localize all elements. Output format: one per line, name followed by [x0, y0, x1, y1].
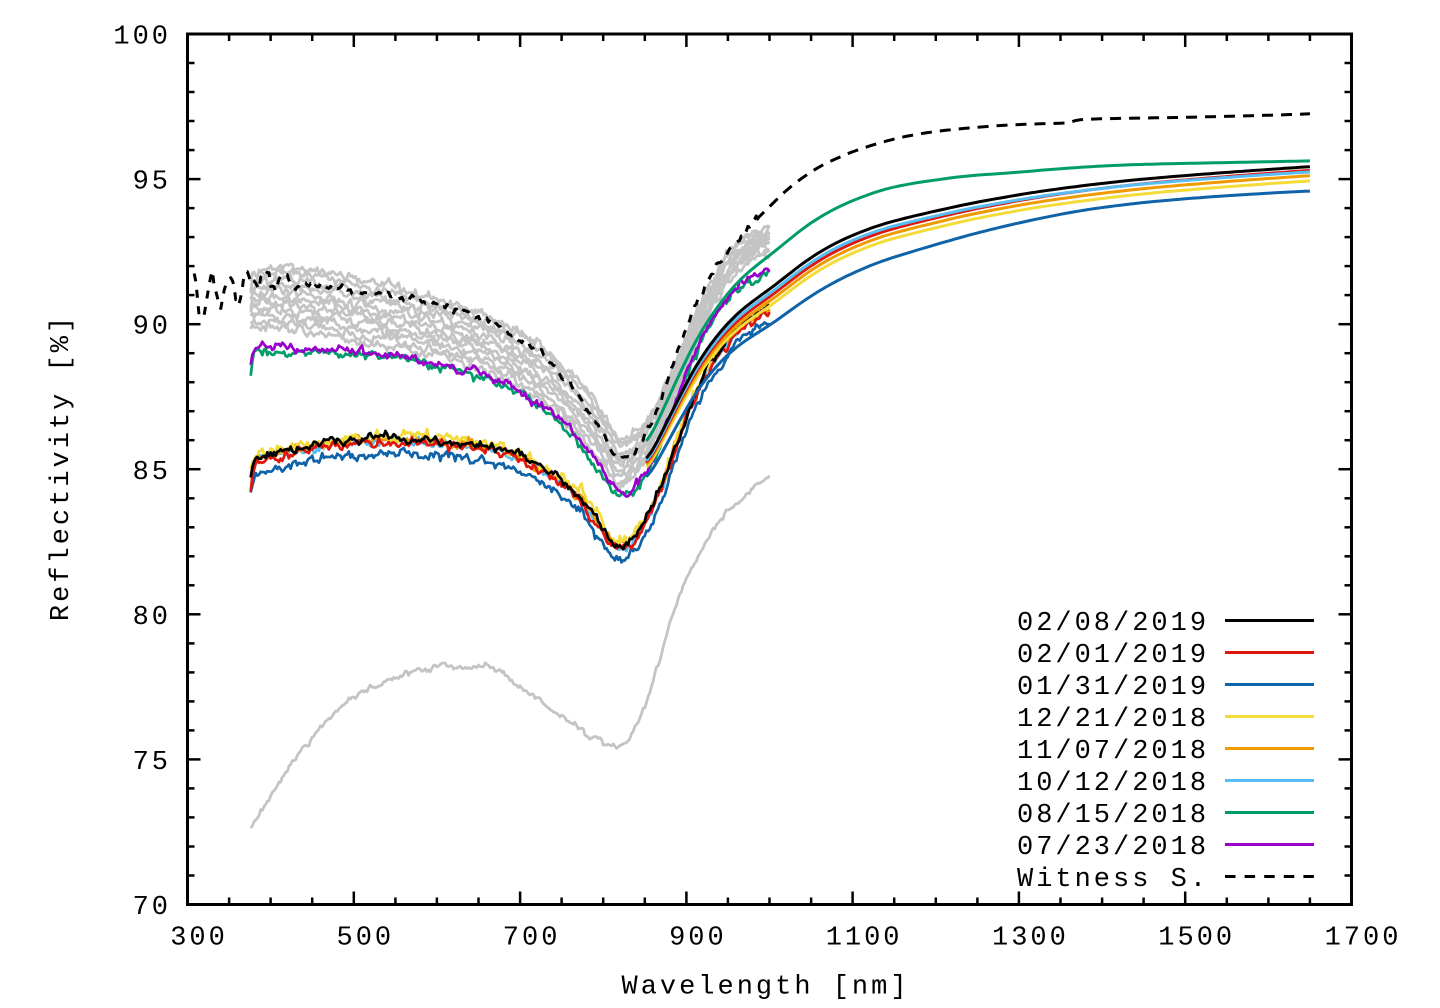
svg-text:70: 70: [133, 893, 171, 923]
svg-text:01/31/2019: 01/31/2019: [1017, 673, 1209, 703]
svg-text:12/21/2018: 12/21/2018: [1017, 705, 1209, 735]
svg-text:07/23/2018: 07/23/2018: [1017, 833, 1209, 863]
svg-text:Witness S.: Witness S.: [1017, 865, 1209, 895]
svg-text:11/07/2018: 11/07/2018: [1017, 737, 1209, 767]
svg-text:08/15/2018: 08/15/2018: [1017, 801, 1209, 831]
svg-text:95: 95: [133, 168, 171, 198]
svg-text:Reflectivity [%]: Reflectivity [%]: [47, 314, 77, 621]
svg-text:10/12/2018: 10/12/2018: [1017, 769, 1209, 799]
svg-text:300: 300: [170, 924, 228, 954]
svg-text:700: 700: [503, 924, 561, 954]
svg-text:02/08/2019: 02/08/2019: [1017, 609, 1209, 639]
svg-text:Wavelength [nm]: Wavelength [nm]: [622, 973, 910, 1003]
svg-text:1100: 1100: [826, 924, 903, 954]
svg-text:85: 85: [133, 458, 171, 488]
svg-text:80: 80: [133, 603, 171, 633]
svg-text:1500: 1500: [1158, 924, 1235, 954]
svg-text:1300: 1300: [992, 924, 1069, 954]
svg-text:1700: 1700: [1325, 924, 1402, 954]
svg-text:900: 900: [669, 924, 727, 954]
svg-text:75: 75: [133, 748, 171, 778]
svg-text:90: 90: [133, 313, 171, 343]
svg-text:100: 100: [113, 23, 171, 53]
svg-text:500: 500: [337, 924, 395, 954]
svg-text:02/01/2019: 02/01/2019: [1017, 641, 1209, 671]
